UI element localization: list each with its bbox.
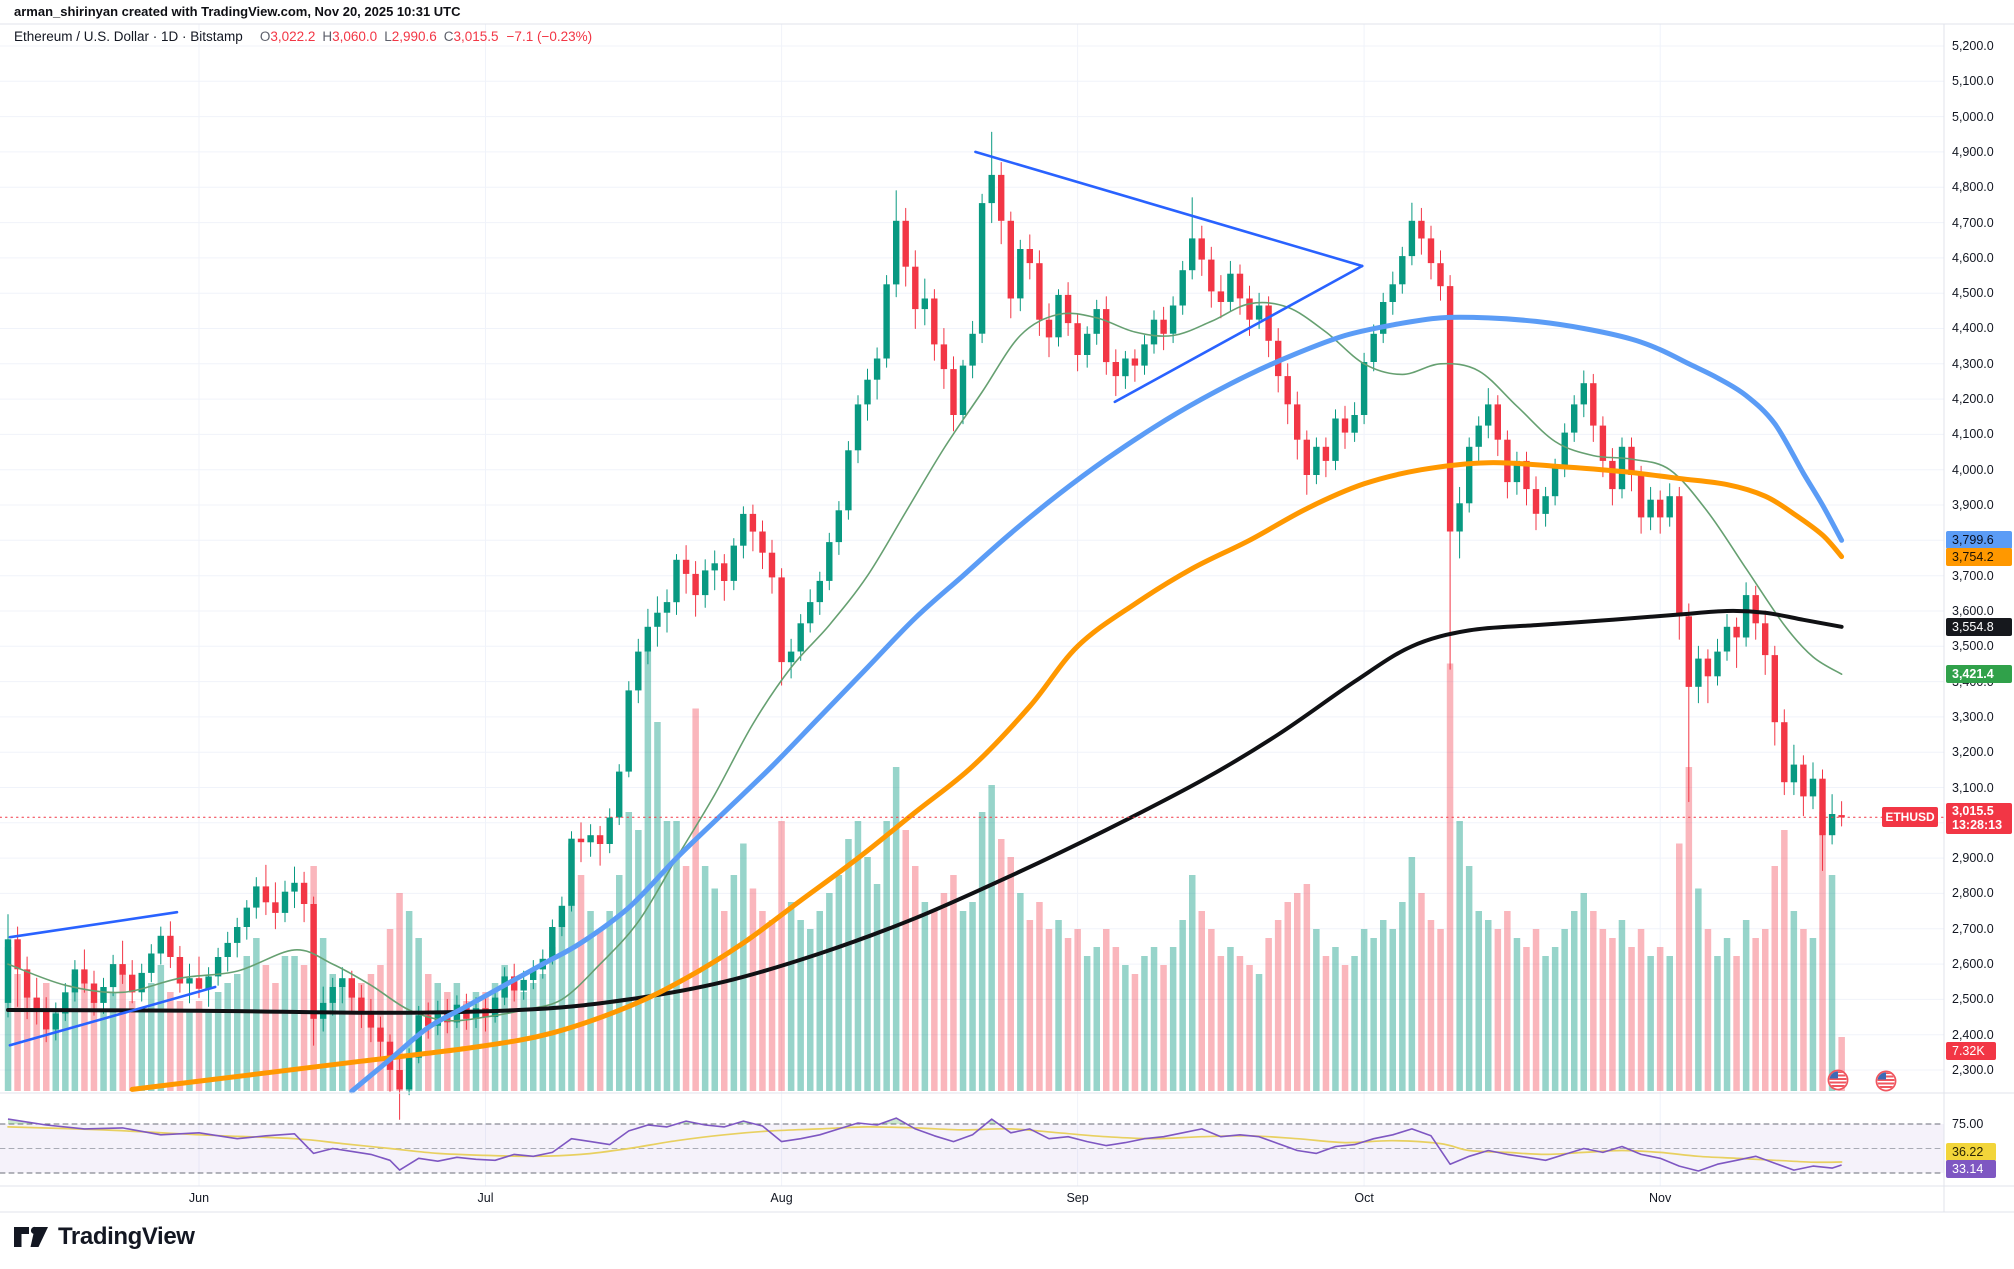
symbol-price-tag: ETHUSD bbox=[1882, 807, 1938, 828]
ohlc-high-label: H bbox=[322, 29, 333, 44]
price-tick-label: 3,600.0 bbox=[1952, 603, 1994, 618]
watermark: arman_shirinyan created with TradingView… bbox=[14, 4, 461, 19]
rsi-badge: 33.14 bbox=[1946, 1160, 1996, 1178]
bar-countdown: 13:28:13 bbox=[1952, 818, 2003, 833]
ohlc-close-value: 3,015.5 bbox=[453, 29, 499, 44]
ma-orange-price-badge: 3,754.2 bbox=[1946, 547, 2012, 566]
price-tick-label: 4,600.0 bbox=[1952, 250, 1994, 265]
last-price-badge: 3,015.5 13:28:13 bbox=[1946, 803, 2012, 835]
time-tick-label: Jul bbox=[477, 1191, 494, 1205]
price-tick-label: 2,900.0 bbox=[1952, 851, 1994, 866]
ohlc-low-label: L bbox=[384, 29, 392, 44]
price-tick-label: 3,300.0 bbox=[1952, 709, 1994, 724]
ohlc-open-value: 3,022.2 bbox=[270, 29, 316, 44]
price-tick-label: 2,700.0 bbox=[1952, 921, 1994, 936]
ma-black-price-badge: 3,554.8 bbox=[1946, 617, 2012, 636]
price-tick-label: 4,500.0 bbox=[1952, 286, 1994, 301]
tradingview-logo[interactable]: TradingView bbox=[13, 1222, 195, 1252]
time-tick-label: Jun bbox=[188, 1191, 210, 1205]
rsi-upper-level-label: 75.00 bbox=[1952, 1117, 1984, 1131]
volume-badge: 7.32K bbox=[1946, 1042, 1996, 1060]
price-tick-label: 4,900.0 bbox=[1952, 144, 1994, 159]
price-tick-label: 3,700.0 bbox=[1952, 568, 1994, 583]
price-tick-label: 5,200.0 bbox=[1952, 39, 1994, 53]
usd-flag-icon bbox=[1827, 1069, 1849, 1091]
usd-flag-icon bbox=[1875, 1070, 1897, 1092]
symbol-title[interactable]: Ethereum / U.S. Dollar · 1D · Bitstamp bbox=[14, 29, 243, 44]
price-tick-label: 2,500.0 bbox=[1952, 992, 1994, 1007]
price-tick-label: 4,800.0 bbox=[1952, 180, 1994, 195]
rsi-ma-badge: 36.22 bbox=[1946, 1143, 1996, 1161]
time-tick-label: Aug bbox=[770, 1191, 793, 1205]
price-tick-label: 4,700.0 bbox=[1952, 215, 1994, 230]
ohlc-close-label: C bbox=[443, 29, 454, 44]
price-tick-label: 2,400.0 bbox=[1952, 1027, 1994, 1042]
price-tick-label: 5,100.0 bbox=[1952, 74, 1994, 89]
ohlc-high-value: 3,060.0 bbox=[332, 29, 378, 44]
price-tick-label: 3,900.0 bbox=[1952, 498, 1994, 513]
time-tick-label: Sep bbox=[1066, 1191, 1089, 1205]
last-price-value: 3,015.5 bbox=[1952, 804, 1994, 819]
ma-blue-price-badge: 3,799.6 bbox=[1946, 531, 2012, 550]
symbol-legend[interactable]: Ethereum / U.S. Dollar · 1D · Bitstamp O3… bbox=[14, 29, 592, 44]
price-tick-label: 2,800.0 bbox=[1952, 886, 1994, 901]
ohlc-low-value: 2,990.6 bbox=[391, 29, 437, 44]
price-tick-label: 4,100.0 bbox=[1952, 427, 1994, 442]
time-tick-label: Oct bbox=[1354, 1191, 1374, 1205]
ohlc-open-label: O bbox=[259, 29, 271, 44]
price-tick-label: 4,000.0 bbox=[1952, 462, 1994, 477]
price-tick-label: 4,400.0 bbox=[1952, 321, 1994, 336]
price-tick-label: 4,200.0 bbox=[1952, 392, 1994, 407]
ohlc-change: −7.1 (−0.23%) bbox=[506, 29, 593, 44]
tradingview-logo-text: TradingView bbox=[58, 1223, 195, 1250]
price-tick-label: 3,100.0 bbox=[1952, 780, 1994, 795]
price-tick-label: 5,000.0 bbox=[1952, 109, 1994, 124]
time-tick-label: Nov bbox=[1649, 1191, 1672, 1205]
price-tick-label: 2,600.0 bbox=[1952, 957, 1994, 972]
price-tick-label: 2,300.0 bbox=[1952, 1062, 1994, 1077]
price-tick-label: 3,500.0 bbox=[1952, 639, 1994, 654]
price-tick-label: 4,300.0 bbox=[1952, 356, 1994, 371]
ma-green-price-badge: 3,421.4 bbox=[1946, 665, 2012, 684]
price-tick-label: 3,200.0 bbox=[1952, 745, 1994, 760]
tradingview-logo-icon bbox=[14, 1226, 48, 1247]
